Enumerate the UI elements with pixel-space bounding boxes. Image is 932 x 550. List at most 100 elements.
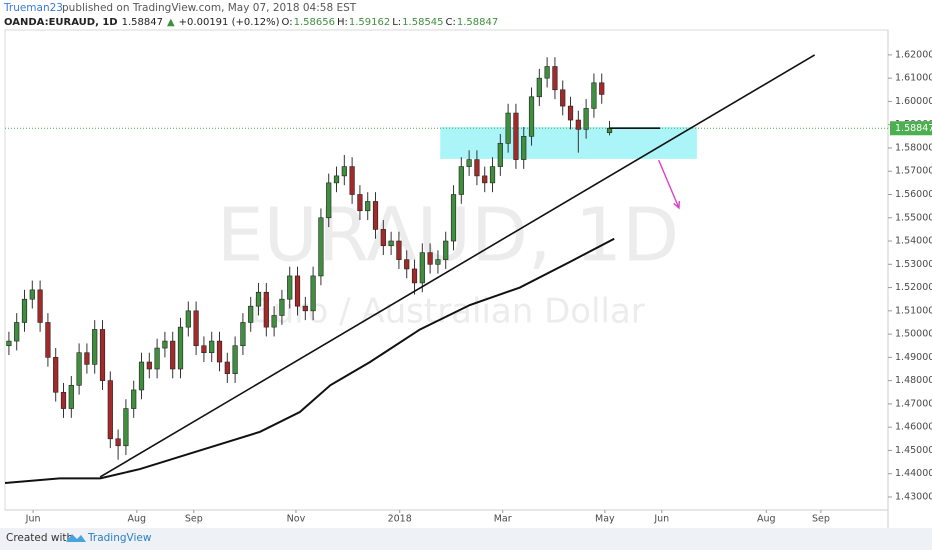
candle-body bbox=[29, 289, 35, 300]
candle-body bbox=[380, 229, 386, 246]
candle-body bbox=[567, 105, 574, 121]
tradingview-logo bbox=[66, 534, 86, 542]
legend-item: L: bbox=[392, 17, 401, 28]
price-badge bbox=[890, 121, 932, 136]
y-tick-label: 1.61000 bbox=[895, 73, 932, 84]
candle-body bbox=[599, 82, 605, 95]
x-tick-label: Aug bbox=[128, 514, 147, 525]
candle-body bbox=[279, 298, 285, 316]
y-tick-label: 1.44000 bbox=[895, 468, 932, 479]
candle-body bbox=[341, 166, 347, 177]
legend-item: +0.00191 (+0.12%) bbox=[179, 17, 280, 28]
candle-body bbox=[521, 136, 527, 160]
plot bbox=[5, 54, 888, 485]
y-tick-label: 1.54000 bbox=[895, 236, 932, 247]
x-tick-label: 2018 bbox=[388, 514, 412, 525]
x-tick-label: Aug bbox=[757, 514, 776, 525]
candle-body bbox=[450, 194, 457, 242]
y-tick-label: 1.53000 bbox=[895, 259, 932, 270]
logo-icon bbox=[66, 534, 86, 542]
y-tick-label: 1.51000 bbox=[895, 305, 932, 316]
candle-body bbox=[294, 275, 301, 307]
candle-body bbox=[209, 340, 215, 354]
candle-body bbox=[419, 252, 425, 284]
y-tick-label: 1.52000 bbox=[895, 282, 932, 293]
candle-body bbox=[146, 361, 152, 370]
candle-body bbox=[443, 240, 449, 260]
watermark-symbol: EURAUD, 1D bbox=[217, 193, 679, 279]
candle-body bbox=[255, 291, 262, 307]
y-tick-label: 1.45000 bbox=[895, 445, 932, 456]
candle-body bbox=[552, 66, 558, 91]
y-tick-label: 1.60000 bbox=[895, 96, 932, 107]
legend-item: 1.58545 bbox=[402, 17, 443, 28]
candle-body bbox=[333, 175, 340, 184]
candle-body bbox=[240, 322, 246, 347]
support-zone bbox=[440, 127, 697, 159]
arrow-head bbox=[673, 200, 680, 210]
candle-body bbox=[216, 340, 223, 363]
y-tick-label: 1.48000 bbox=[895, 375, 932, 386]
candle-body bbox=[131, 389, 137, 409]
candle-body bbox=[528, 96, 535, 137]
candle-body bbox=[232, 345, 238, 374]
candle-body bbox=[84, 352, 90, 365]
candle-body bbox=[427, 252, 433, 265]
x-tick-label: Sep bbox=[185, 514, 203, 525]
candle-body bbox=[99, 329, 106, 381]
watermark: EURAUD, 1D Euro / Australian Dollar bbox=[217, 193, 679, 332]
y-tick-label: 1.62000 bbox=[895, 49, 932, 60]
candle-body bbox=[489, 166, 496, 184]
candle-body bbox=[115, 438, 121, 447]
candle-body bbox=[170, 340, 176, 370]
candle-body bbox=[248, 305, 254, 323]
author[interactable]: Trueman23 bbox=[3, 2, 63, 14]
x-tick-label: Nov bbox=[287, 514, 306, 525]
candle-body bbox=[271, 315, 277, 328]
symbol-legend: OANDA:EURAUD, 1D 1.58847 ▲ +0.00191 (+0.12%… bbox=[4, 17, 498, 28]
candle-body bbox=[177, 326, 184, 370]
candle-body bbox=[193, 310, 199, 347]
candle-body bbox=[92, 329, 98, 365]
legend-item: 1.59162 bbox=[349, 17, 390, 28]
candle-body bbox=[497, 143, 503, 167]
x-tick-label: Mar bbox=[494, 514, 512, 525]
candle-body bbox=[482, 175, 488, 184]
footer-brand[interactable]: TradingView bbox=[87, 532, 152, 544]
candle-body bbox=[372, 201, 379, 230]
y-tick-label: 1.49000 bbox=[895, 352, 932, 363]
candle-body bbox=[591, 82, 597, 109]
legend-item: O: bbox=[282, 17, 293, 28]
candle-body bbox=[68, 384, 74, 409]
candle-body bbox=[162, 340, 168, 349]
y-tick-label: 1.50000 bbox=[895, 329, 932, 340]
x-tick-label: Jun bbox=[25, 514, 41, 525]
y-tick-label: 1.57000 bbox=[895, 166, 932, 177]
legend-item: 1.58656 bbox=[294, 17, 335, 28]
candle-body bbox=[318, 217, 324, 277]
candle-body bbox=[60, 391, 67, 409]
x-tick-label: Sep bbox=[812, 514, 830, 525]
candle-body bbox=[365, 201, 371, 212]
candle-body bbox=[544, 66, 550, 79]
candle-body bbox=[474, 159, 480, 177]
candle-body bbox=[185, 310, 191, 328]
candle-body bbox=[435, 259, 441, 265]
candle-body bbox=[107, 380, 113, 440]
legend-item: 1.58847 bbox=[457, 17, 498, 28]
candle-body bbox=[37, 289, 43, 323]
footer-bar bbox=[0, 528, 932, 550]
legend-item: C: bbox=[446, 17, 456, 28]
candle-body bbox=[388, 240, 394, 246]
candle-body bbox=[201, 345, 207, 354]
legend-item: ▲ bbox=[167, 17, 175, 28]
candle-body bbox=[310, 275, 316, 312]
footer-text: Created with bbox=[6, 532, 73, 544]
legend-item: 1.58847 bbox=[122, 17, 163, 28]
watermark-name: Euro / Australian Dollar bbox=[251, 292, 645, 332]
candle-body bbox=[224, 361, 230, 374]
arrow-shaft bbox=[658, 159, 680, 209]
candle-body bbox=[287, 275, 293, 300]
candle-body bbox=[458, 166, 464, 195]
